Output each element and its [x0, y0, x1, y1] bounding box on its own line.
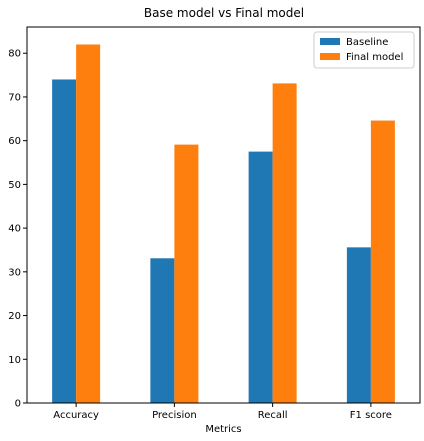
y-tick-label: 20 [8, 311, 21, 322]
bar-final-model-f1-score [370, 120, 395, 403]
y-tick-label: 70 [8, 92, 21, 103]
bar-baseline-precision [150, 258, 175, 403]
bar-baseline-recall [248, 151, 273, 403]
y-tick-label: 80 [8, 49, 21, 60]
x-axis: Accuracy Precision Recall F1 score [53, 403, 392, 421]
legend-label: Baseline [346, 37, 388, 48]
legend-swatch [320, 38, 340, 45]
bar-final-model-precision [174, 144, 199, 403]
x-tick-label: F1 score [350, 410, 392, 421]
x-tick-label: Recall [258, 410, 288, 421]
bar-baseline-f1-score [346, 247, 371, 403]
plot-frame [26, 26, 421, 404]
y-tick-label: 10 [8, 355, 21, 366]
legend-swatch [320, 53, 340, 60]
x-axis-label: Metrics [205, 424, 241, 435]
x-tick-label: Accuracy [53, 410, 99, 421]
bar-final-model-recall [272, 83, 297, 404]
y-axis: 0 10 20 30 40 50 60 70 80 [8, 49, 27, 410]
bars-group [52, 44, 395, 404]
y-tick-label: 50 [8, 180, 21, 191]
chart-title: Base model vs Final model [144, 6, 304, 20]
bar-final-model-accuracy [76, 44, 101, 403]
y-tick-label: 0 [15, 399, 21, 410]
y-tick-label: 30 [8, 267, 21, 278]
legend-label: Final model [346, 52, 403, 63]
y-tick-label: 60 [8, 136, 21, 147]
x-tick-label: Precision [152, 410, 197, 421]
bar-baseline-accuracy [52, 79, 77, 403]
y-tick-label: 40 [8, 224, 21, 235]
legend: Baseline Final model [313, 31, 415, 69]
